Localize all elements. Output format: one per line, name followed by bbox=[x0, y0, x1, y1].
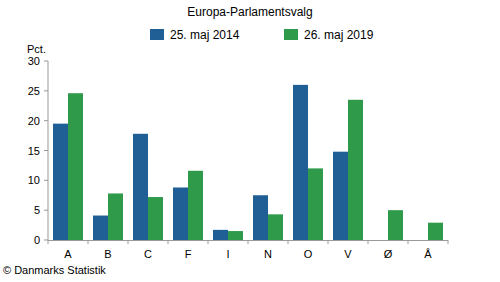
x-tick bbox=[448, 240, 449, 244]
legend-swatch bbox=[150, 29, 164, 40]
x-tick bbox=[128, 240, 129, 244]
bar bbox=[333, 152, 348, 240]
x-tick-label: F bbox=[185, 248, 192, 260]
bar bbox=[173, 187, 188, 240]
x-tick-label: N bbox=[264, 248, 272, 260]
bar bbox=[348, 100, 363, 240]
x-tick bbox=[48, 240, 49, 244]
x-tick bbox=[288, 240, 289, 244]
x-tick bbox=[328, 240, 329, 244]
y-tick-label: 0 bbox=[34, 234, 40, 246]
y-tick bbox=[44, 90, 48, 91]
bar bbox=[268, 214, 283, 240]
bar bbox=[133, 134, 148, 240]
x-tick-label: C bbox=[144, 248, 152, 260]
bar bbox=[293, 85, 308, 240]
y-tick-label: 15 bbox=[28, 145, 40, 157]
y-tick bbox=[44, 150, 48, 151]
x-tick-label: O bbox=[304, 248, 313, 260]
bar bbox=[428, 223, 443, 240]
bar bbox=[108, 193, 123, 240]
x-tick-label: Ø bbox=[384, 248, 393, 260]
x-tick-label: B bbox=[104, 248, 111, 260]
y-axis-label: Pct. bbox=[27, 43, 46, 55]
x-tick bbox=[168, 240, 169, 244]
legend-label: 26. maj 2019 bbox=[304, 28, 374, 42]
y-tick bbox=[44, 210, 48, 211]
y-tick-label: 5 bbox=[34, 204, 40, 216]
y-tick bbox=[44, 120, 48, 121]
x-tick bbox=[208, 240, 209, 244]
y-tick-label: 30 bbox=[28, 55, 40, 67]
legend-swatch bbox=[284, 29, 298, 40]
bar bbox=[68, 93, 83, 240]
bar bbox=[388, 210, 403, 240]
bar bbox=[148, 197, 163, 240]
y-tick-label: 20 bbox=[28, 115, 40, 127]
y-tick-label: 25 bbox=[28, 85, 40, 97]
bar bbox=[213, 230, 228, 240]
bar bbox=[53, 124, 68, 240]
legend-label: 25. maj 2014 bbox=[170, 28, 240, 42]
x-tick-label: I bbox=[226, 248, 229, 260]
x-tick bbox=[88, 240, 89, 244]
bars bbox=[53, 85, 443, 240]
bar bbox=[308, 168, 323, 240]
y-tick-label: 10 bbox=[28, 174, 40, 186]
bar bbox=[228, 231, 243, 240]
y-axis bbox=[48, 61, 49, 240]
title: Europa-Parlamentsvalg bbox=[187, 5, 312, 19]
x-tick-label: A bbox=[64, 248, 72, 260]
x-tick bbox=[248, 240, 249, 244]
x-tick bbox=[408, 240, 409, 244]
source: © Danmarks Statistik bbox=[3, 264, 106, 276]
y-tick bbox=[44, 61, 48, 62]
chart: Europa-Parlamentsvalg 25. maj 2014 26. maj… bbox=[0, 0, 500, 282]
x-tick-label: Å bbox=[424, 248, 432, 260]
x-tick-label: V bbox=[344, 248, 352, 260]
x-tick bbox=[368, 240, 369, 244]
y-tick bbox=[44, 180, 48, 181]
bar bbox=[93, 216, 108, 240]
bar bbox=[188, 171, 203, 240]
y-tick bbox=[44, 240, 48, 241]
bar bbox=[253, 195, 268, 240]
